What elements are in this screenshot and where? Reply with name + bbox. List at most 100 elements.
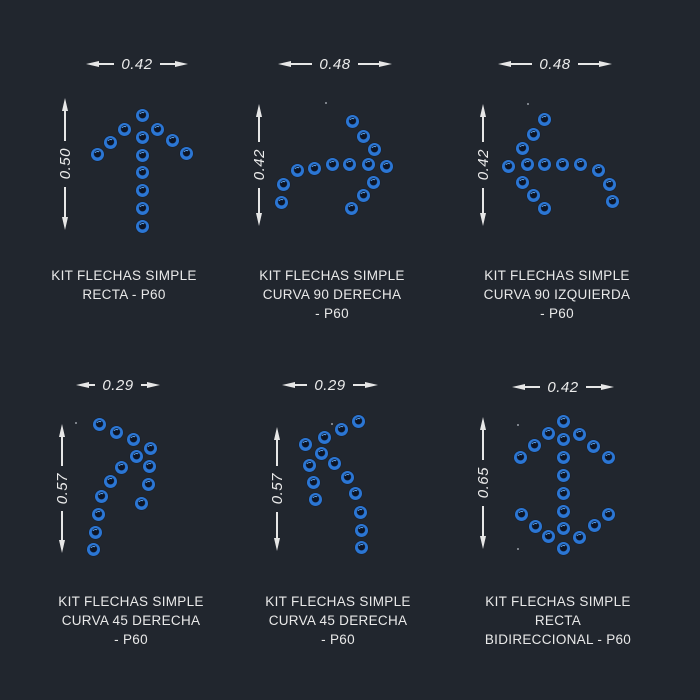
road-stud-marker [143, 441, 157, 455]
dimension-arrowhead-up-icon [62, 98, 68, 111]
vertical-dimension: 0.42 [475, 104, 492, 227]
road-stud-marker [134, 496, 148, 510]
road-stud-marker [541, 426, 555, 440]
road-stud-marker [526, 127, 540, 141]
kit-label: KIT FLECHAS SIMPLE CURVA 45 DERECHA - P60 [16, 592, 246, 649]
vertical-dimension: 0.65 [474, 417, 492, 550]
dimension-arrowhead-right-icon [599, 61, 613, 67]
road-stud-marker [556, 450, 570, 464]
kit-label-line: RECTA [534, 613, 582, 628]
road-stud-marker [126, 432, 140, 446]
cad-point-speck [517, 424, 519, 426]
kit-label-line: KIT FLECHAS SIMPLE [485, 594, 631, 609]
dimension-arrowhead-up-icon [256, 104, 262, 117]
horizontal-dimension-value: 0.48 [539, 55, 571, 73]
dimension-line [276, 511, 278, 539]
kit-label-line: BIDIRECCIONAL - P60 [484, 632, 632, 647]
dimension-line [61, 437, 63, 466]
dimension-arrowhead-right-icon [365, 382, 379, 388]
dimension-arrowhead-up-icon [274, 427, 280, 440]
road-stud-marker [274, 195, 288, 209]
dimension-line [482, 117, 484, 143]
road-stud-marker [354, 540, 368, 554]
dimension-line [64, 111, 66, 142]
horizontal-dimension: 0.29 [282, 376, 379, 394]
dimension-arrowhead-down-icon [480, 536, 486, 550]
road-stud-marker [165, 133, 179, 147]
road-stud-marker [334, 422, 348, 436]
road-stud-marker [276, 177, 290, 191]
road-stud-marker [537, 157, 551, 171]
dimension-line [511, 63, 533, 65]
road-stud-marker [298, 437, 312, 451]
kit-label-line: - P60 [540, 306, 574, 321]
kit-label-line: KIT FLECHAS SIMPLE [484, 268, 630, 283]
cad-point-speck [331, 423, 333, 425]
road-stud-marker [117, 122, 131, 136]
vertical-dimension: 0.57 [54, 424, 71, 554]
kit-label: KIT FLECHAS SIMPLE RECTA BIDIRECCIONAL - P… [443, 592, 673, 649]
horizontal-dimension-value: 0.29 [102, 376, 134, 394]
dimension-arrowhead-down-icon [480, 213, 486, 227]
dimension-arrowhead-up-icon [480, 417, 486, 430]
road-stud-marker [556, 432, 570, 446]
cad-point-speck [75, 422, 77, 424]
road-stud-marker [572, 427, 586, 441]
road-stud-marker [602, 177, 616, 191]
kit-label-line: CURVA 45 DERECHA [268, 613, 408, 628]
kit-label-line: CURVA 90 DERECHA [262, 287, 402, 302]
kit-label-line: - P60 [321, 632, 355, 647]
dimension-line [140, 384, 148, 386]
horizontal-dimension-value: 0.29 [314, 376, 346, 394]
kit-label-line: RECTA - P60 [82, 287, 166, 302]
road-stud-marker [555, 157, 569, 171]
dimension-arrowhead-down-icon [274, 538, 280, 552]
road-stud-marker [520, 157, 534, 171]
dimension-line [482, 430, 484, 461]
dimension-line [482, 187, 484, 214]
vertical-dimension: 0.57 [269, 427, 286, 552]
road-stud-marker [86, 542, 100, 556]
road-stud-marker [514, 507, 528, 521]
road-stud-marker [515, 141, 529, 155]
dimension-line [357, 63, 380, 65]
horizontal-dimension: 0.42 [86, 56, 189, 73]
road-stud-marker [179, 146, 193, 160]
dimension-arrowhead-left-icon [282, 382, 295, 388]
road-stud-marker [586, 439, 600, 453]
road-stud-marker [135, 130, 149, 144]
road-stud-marker [366, 175, 380, 189]
dimension-line [99, 63, 115, 65]
vertical-dimension: 0.50 [57, 98, 74, 231]
vertical-dimension-value: 0.65 [474, 467, 492, 499]
road-stud-marker [356, 188, 370, 202]
road-stud-marker [306, 475, 320, 489]
road-stud-marker [91, 507, 105, 521]
dimension-arrowhead-down-icon [256, 213, 262, 227]
road-stud-marker [601, 450, 615, 464]
road-stud-marker [601, 507, 615, 521]
road-stud-marker [90, 147, 104, 161]
dimension-line [585, 386, 602, 388]
dimension-arrowhead-left-icon [278, 61, 291, 67]
kit-label: KIT FLECHAS SIMPLE CURVA 45 DERECHA - P60 [223, 592, 453, 649]
road-stud-marker [340, 470, 354, 484]
dimension-arrowhead-down-icon [59, 540, 65, 554]
kit-label-line: KIT FLECHAS SIMPLE [58, 594, 204, 609]
kit-label: KIT FLECHAS SIMPLE CURVA 90 IZQUIERDA - P6… [442, 266, 672, 323]
dimension-arrowhead-up-icon [59, 424, 65, 437]
road-stud-marker [356, 129, 370, 143]
dimension-line [276, 440, 278, 467]
road-stud-marker [135, 219, 149, 233]
road-stud-marker [345, 114, 359, 128]
road-stud-marker [135, 165, 149, 179]
road-stud-marker [135, 148, 149, 162]
road-stud-marker [527, 438, 541, 452]
kit-label-line: KIT FLECHAS SIMPLE [259, 268, 405, 283]
kit-label: KIT FLECHAS SIMPLE RECTA - P60 [9, 266, 239, 304]
dimension-line [352, 384, 366, 386]
road-stud-marker [142, 459, 156, 473]
